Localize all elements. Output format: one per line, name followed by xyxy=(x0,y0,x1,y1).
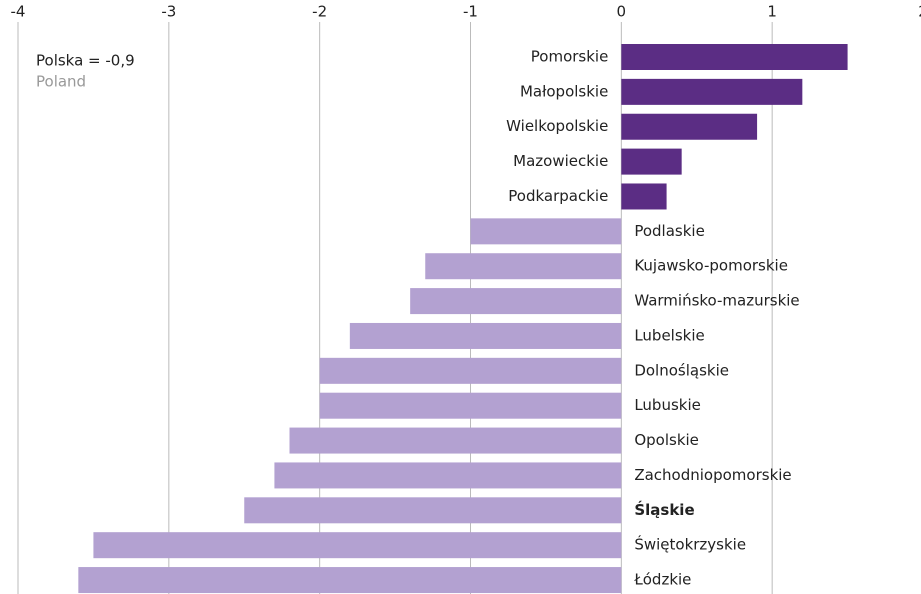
category-label: Lubelskie xyxy=(634,326,704,344)
category-label: Łódzkie xyxy=(633,571,691,589)
bar xyxy=(425,253,622,280)
bar xyxy=(410,288,622,315)
bar xyxy=(349,322,622,349)
bar xyxy=(78,567,622,594)
category-label: Lubuskie xyxy=(634,396,701,414)
bar xyxy=(289,427,622,454)
x-tick-label: 2 xyxy=(918,3,921,21)
bar xyxy=(470,218,622,245)
category-label: Wielkopolskie xyxy=(506,117,608,135)
x-tick-label: -3 xyxy=(161,3,176,21)
x-tick-label: -2 xyxy=(312,3,327,21)
category-label: Świętokrzyskie xyxy=(634,535,746,554)
category-label: Dolnośląskie xyxy=(634,361,729,379)
bar xyxy=(274,462,622,489)
bar xyxy=(621,183,667,210)
bar xyxy=(621,44,848,70)
x-tick-label: -4 xyxy=(11,3,26,21)
bar xyxy=(621,78,803,105)
bar xyxy=(319,392,622,419)
x-tick-label: 1 xyxy=(767,3,777,21)
x-tick-label: -1 xyxy=(463,3,478,21)
category-label: Podlaskie xyxy=(634,222,704,240)
annotation-title: Polska = -0,9 xyxy=(36,52,135,70)
bar xyxy=(244,497,622,524)
category-label: Opolskie xyxy=(634,431,699,449)
category-label: Warmińsko-mazurskie xyxy=(634,292,799,310)
bar xyxy=(93,532,622,559)
category-label: Pomorskie xyxy=(531,48,609,66)
annotation-subtitle: Poland xyxy=(36,73,86,91)
category-label: Małopolskie xyxy=(520,82,608,100)
bar xyxy=(319,357,622,384)
category-label: Śląskie xyxy=(634,500,694,519)
category-label: Kujawsko-pomorskie xyxy=(634,257,788,275)
category-label: Mazowieckie xyxy=(513,152,608,170)
category-label: Podkarpackie xyxy=(508,187,608,205)
category-label: Zachodniopomorskie xyxy=(634,466,791,484)
bar xyxy=(621,148,682,175)
x-tick-label: 0 xyxy=(617,3,627,21)
bar xyxy=(621,113,758,140)
